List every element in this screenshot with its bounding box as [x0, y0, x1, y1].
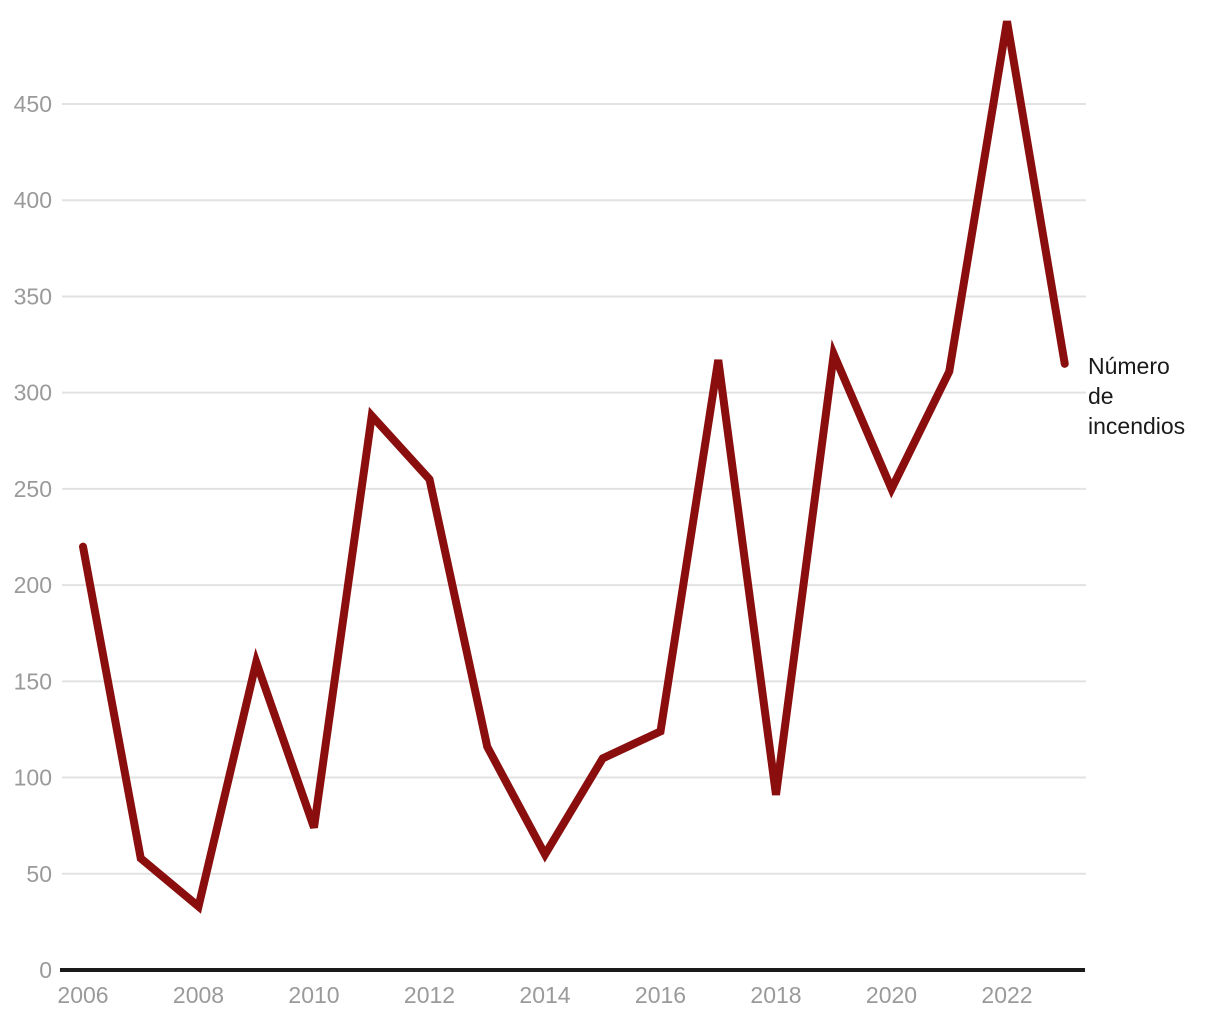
y-axis-tick-label: 50	[26, 861, 52, 887]
x-axis-tick-label: 2020	[866, 982, 917, 1008]
x-axis-tick-label: 2012	[404, 982, 455, 1008]
data-line-numero-de-incendios	[79, 20, 1069, 914]
x-axis-tick-label: 2014	[519, 982, 570, 1008]
y-axis-tick-label: 200	[14, 572, 52, 598]
y-axis-tick-label: 350	[14, 283, 52, 309]
x-axis-tick-label: 2006	[57, 982, 108, 1008]
y-axis-tick-label: 250	[14, 476, 52, 502]
series-label-line: Número	[1088, 353, 1170, 379]
x-axis-tick-label: 2016	[635, 982, 686, 1008]
y-axis-tick-label: 450	[14, 91, 52, 117]
y-axis-tick-label: 300	[14, 380, 52, 406]
series-label: Número de incendios	[1088, 351, 1185, 441]
x-axis-tick-label: 2018	[750, 982, 801, 1008]
x-axis-tick-label: 2008	[173, 982, 224, 1008]
series-label-line: incendios	[1088, 413, 1186, 439]
x-axis-tick-label: 2022	[981, 982, 1032, 1008]
y-axis-tick-label: 400	[14, 187, 52, 213]
series-label-line: de	[1088, 383, 1114, 409]
y-axis-tick-label: 0	[39, 957, 52, 983]
x-axis-tick-label: 2010	[288, 982, 339, 1008]
y-axis-tick-label: 150	[14, 668, 52, 694]
y-axis-tick-label: 100	[14, 765, 52, 791]
